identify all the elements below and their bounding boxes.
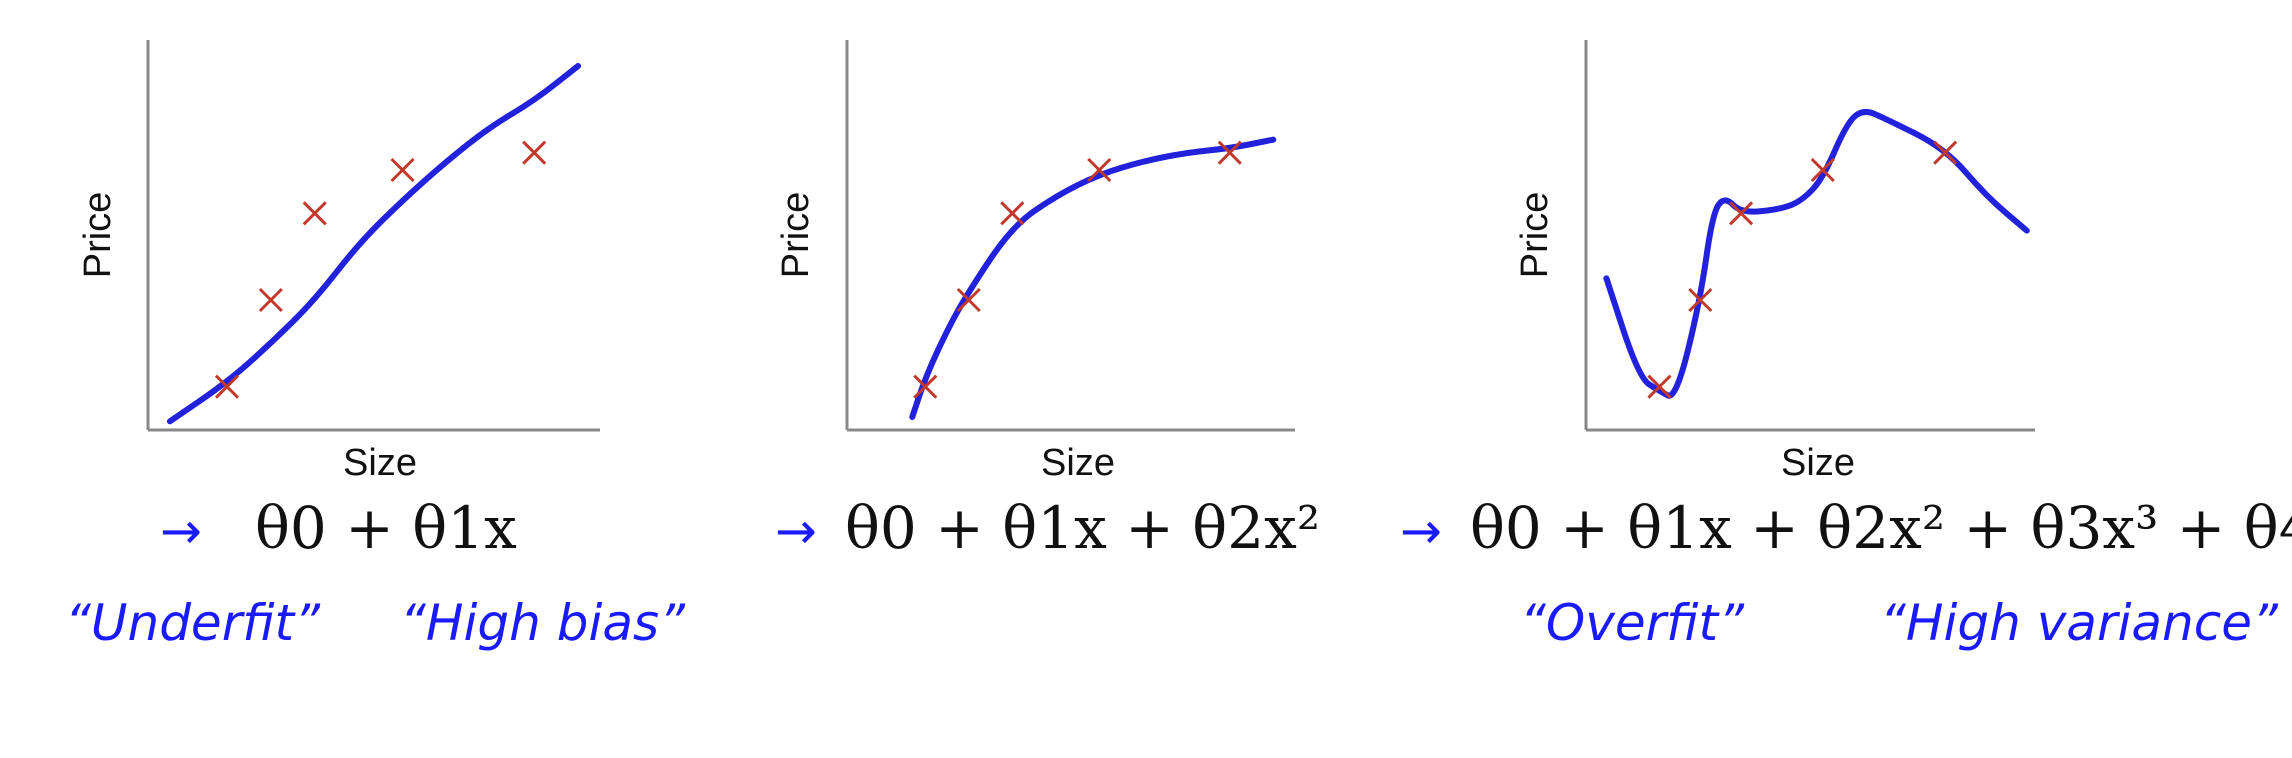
x-axis-label: Size bbox=[1781, 442, 1855, 484]
data-point-3 bbox=[304, 202, 326, 224]
data-point-5 bbox=[523, 142, 545, 164]
arrow-3: → bbox=[1400, 502, 1442, 560]
chart-panel-2: Price Size bbox=[775, 40, 1295, 484]
arrow-1: → bbox=[160, 502, 202, 560]
chart-marks-1 bbox=[170, 66, 578, 421]
arrow-2: → bbox=[775, 502, 817, 560]
note-overfit: “Overfit” bbox=[1520, 594, 1745, 652]
data-point-2 bbox=[260, 289, 282, 311]
y-axis-label: Price bbox=[77, 192, 119, 279]
data-point-3 bbox=[1001, 202, 1023, 224]
x-axis-label: Size bbox=[1041, 442, 1115, 484]
chart-panel-3: Price Size bbox=[1514, 40, 2035, 484]
chart-marks-3 bbox=[1606, 112, 2026, 398]
fit-curve bbox=[912, 140, 1273, 417]
data-point-5 bbox=[1934, 142, 1956, 164]
formula-1: θ0 + θ1x bbox=[255, 494, 517, 562]
formula-3: θ0 + θ1x + θ2x² + θ3x³ + θ4x⁴ bbox=[1470, 494, 2292, 562]
data-point-4 bbox=[392, 159, 414, 181]
chart-panel-1: Price Size bbox=[77, 40, 600, 484]
fit-curve bbox=[170, 66, 578, 421]
note-high-bias: “High bias” bbox=[400, 594, 686, 652]
note-underfit: “Underfit” bbox=[65, 594, 321, 652]
y-axis-label: Price bbox=[1514, 192, 1556, 279]
formula-2: θ0 + θ1x + θ2x² bbox=[845, 494, 1320, 562]
annotations: → θ0 + θ1x “Underfit” “High bias” → θ0 +… bbox=[65, 494, 2292, 652]
x-axis-label: Size bbox=[343, 442, 417, 484]
y-axis-label: Price bbox=[775, 192, 817, 279]
fit-curve bbox=[1606, 112, 2026, 396]
chart-marks-2 bbox=[912, 140, 1273, 417]
note-high-variance: “High variance” bbox=[1880, 594, 2279, 652]
